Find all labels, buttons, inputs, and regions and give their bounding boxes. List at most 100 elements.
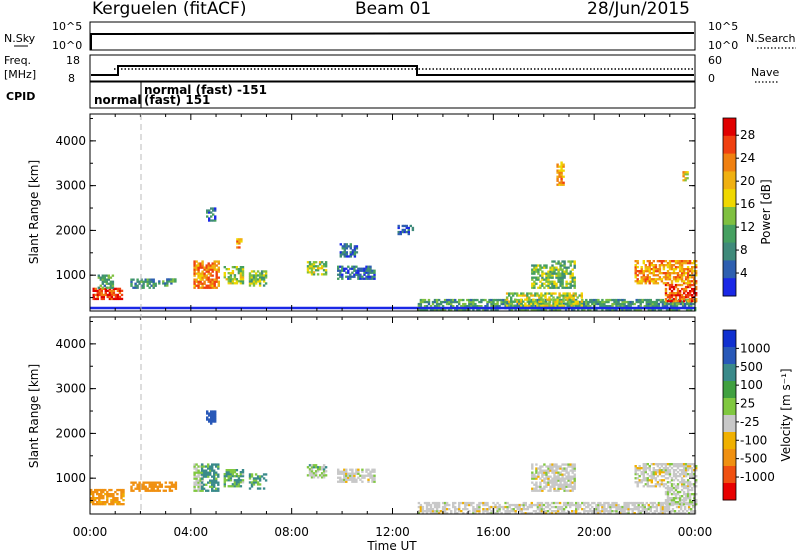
vel-cell — [347, 478, 350, 481]
vel-cell — [539, 485, 542, 488]
power-cell — [201, 266, 204, 269]
vel-cell — [571, 469, 574, 472]
power-cell — [665, 302, 669, 306]
power-cell — [209, 266, 212, 269]
power-cell — [341, 247, 344, 250]
power-cell — [691, 276, 694, 279]
power-cell — [233, 282, 237, 285]
power-cell — [690, 309, 693, 312]
vel-colorbar-swatch — [723, 364, 736, 382]
power-cell — [655, 300, 659, 304]
power-cell — [670, 294, 674, 297]
power-cell — [470, 300, 473, 304]
vel-cell — [652, 469, 655, 472]
vel-cell — [223, 473, 226, 476]
vel-cell — [146, 481, 149, 484]
vel-cell — [98, 488, 101, 492]
power-cell — [314, 269, 318, 272]
power-cell — [623, 302, 626, 306]
power-cell — [460, 298, 463, 302]
power-cell — [674, 278, 678, 281]
vel-cell — [146, 489, 149, 492]
power-cell — [648, 278, 651, 281]
power-cell — [555, 274, 558, 277]
power-cell — [647, 300, 650, 304]
power-cell — [367, 277, 370, 280]
vel-cell — [664, 503, 668, 506]
vel-cell — [553, 479, 556, 482]
power-cell — [587, 305, 590, 308]
vel-cell — [520, 508, 523, 511]
power-cell — [647, 305, 650, 308]
power-scatter-region — [505, 292, 583, 307]
vel-cell — [674, 503, 678, 506]
power-cell — [553, 260, 556, 263]
vel-cell — [92, 497, 95, 500]
power-cell — [102, 293, 105, 297]
power-cell — [561, 278, 564, 281]
power-cell — [324, 263, 328, 266]
vel-cell — [215, 473, 218, 476]
vel-cell — [445, 503, 449, 507]
power-cell — [549, 286, 552, 289]
vel-cell — [207, 489, 210, 492]
power-cell — [641, 300, 644, 304]
power-cell — [203, 286, 206, 289]
power-colorbar-swatch — [723, 242, 736, 261]
vel-cell — [579, 505, 582, 509]
power-cell — [103, 284, 106, 287]
power-cell — [648, 272, 651, 275]
power-cell — [445, 300, 449, 304]
vel-cell — [531, 481, 534, 484]
vel-cell — [645, 510, 648, 513]
power-cell — [108, 295, 112, 299]
vel-cell — [676, 486, 680, 490]
power-cell — [587, 309, 590, 312]
power-cell — [684, 285, 688, 289]
vel-cell — [156, 489, 159, 492]
vel-cell — [535, 477, 538, 480]
power-cell — [504, 305, 507, 308]
power-cell — [339, 265, 342, 268]
vel-cell — [650, 485, 653, 488]
vel-cell — [668, 465, 672, 468]
vel-cell — [237, 475, 241, 478]
power-cell — [603, 300, 606, 304]
power-cell — [690, 305, 693, 308]
vel-cell — [199, 471, 202, 474]
power-cell — [601, 302, 604, 306]
power-cell — [211, 262, 214, 265]
power-cell — [341, 251, 344, 254]
power-cell — [142, 280, 145, 283]
power-cell — [411, 226, 415, 230]
vel-cell — [320, 476, 324, 479]
vel-cell — [223, 483, 226, 486]
power-cell — [629, 309, 632, 312]
power-cell — [339, 275, 342, 278]
velocity-ylabel: Slant Range [km] — [27, 364, 41, 468]
power-cell — [337, 269, 340, 272]
power-cell — [556, 171, 559, 174]
vel-cell — [649, 510, 652, 513]
power-cell — [239, 266, 243, 269]
vel-cell — [205, 473, 208, 476]
power-cell — [240, 240, 243, 243]
power-cell — [668, 276, 672, 279]
vel-cell — [551, 471, 554, 474]
vel-cell — [312, 464, 316, 467]
power-cell — [623, 298, 626, 302]
power-cell — [617, 300, 620, 304]
power-cell — [108, 293, 112, 297]
power-cell — [213, 260, 216, 263]
power-cell — [668, 268, 672, 271]
vel-cell — [237, 485, 241, 488]
vel-cell — [211, 475, 214, 478]
power-cell — [627, 309, 630, 312]
power-cell — [532, 298, 535, 301]
power-cell — [562, 183, 565, 186]
power-cell — [539, 284, 542, 287]
y-tick-label: 3000 — [55, 382, 86, 396]
power-cell — [367, 271, 370, 274]
vel-cell — [308, 464, 312, 467]
power-cell — [107, 286, 110, 289]
